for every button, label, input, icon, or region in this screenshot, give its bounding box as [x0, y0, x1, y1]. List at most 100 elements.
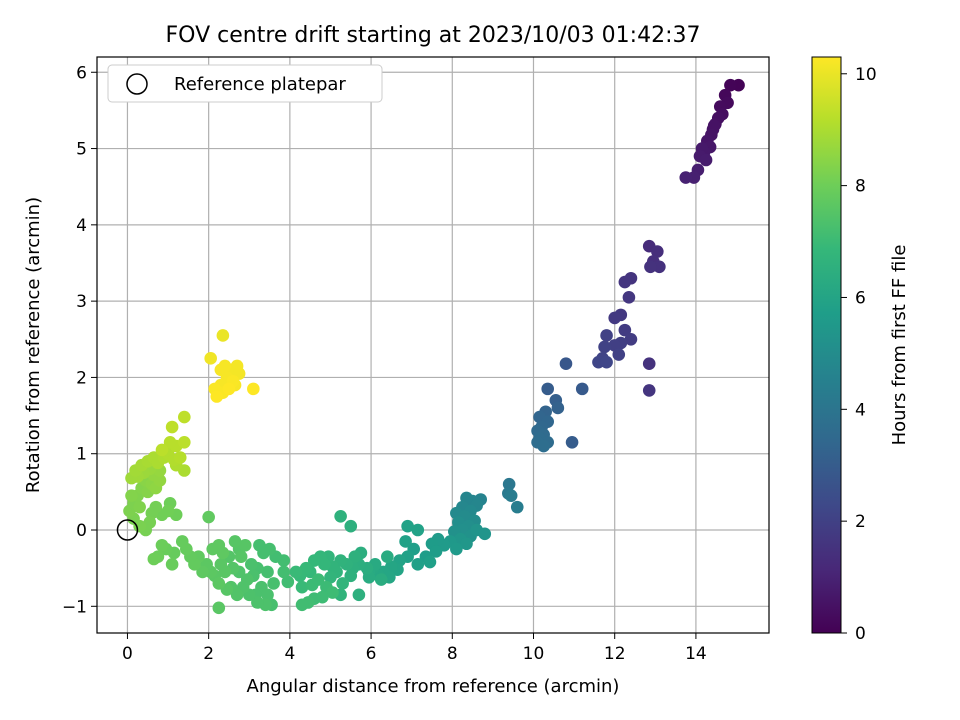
x-tick-label: 12	[604, 644, 626, 664]
colorbar-tick-label: 2	[855, 512, 866, 532]
data-point	[450, 542, 463, 556]
colorbar-tick-label: 10	[855, 65, 877, 85]
y-tick-label: 1	[76, 445, 87, 465]
data-point	[559, 357, 573, 370]
data-point	[177, 410, 191, 424]
data-point	[724, 78, 737, 92]
y-tick-label: 4	[76, 216, 87, 236]
x-tick-label: 8	[447, 644, 458, 664]
data-point	[261, 588, 274, 602]
data-point	[411, 523, 425, 537]
data-point	[598, 340, 611, 354]
data-point	[147, 552, 161, 566]
data-point	[618, 275, 632, 289]
y-tick-label: 0	[76, 521, 87, 541]
data-point	[247, 382, 260, 396]
data-point	[381, 550, 394, 564]
data-point	[173, 451, 187, 464]
y-tick-label: −1	[62, 597, 87, 617]
data-point	[261, 565, 274, 579]
data-point	[228, 535, 242, 548]
colorbar-tick-label: 8	[855, 177, 866, 197]
colorbar	[811, 56, 842, 634]
data-point	[216, 546, 230, 560]
data-point	[238, 538, 252, 552]
colorbar-tick-label: 4	[855, 400, 866, 420]
data-point	[153, 474, 167, 487]
data-point	[202, 510, 215, 524]
data-point	[575, 382, 589, 396]
data-point	[155, 443, 169, 457]
plot-frame	[96, 56, 770, 634]
data-point	[510, 500, 524, 514]
data-point	[204, 352, 217, 365]
data-point	[210, 390, 224, 403]
colorbar-label: Hours from first FF file	[889, 245, 910, 446]
data-point	[344, 519, 358, 533]
data-point	[504, 489, 518, 502]
data-point	[277, 565, 291, 579]
x-tick-label: 10	[523, 644, 545, 664]
data-point	[541, 382, 555, 396]
data-point	[218, 359, 232, 373]
data-point	[411, 558, 425, 571]
data-point	[699, 153, 713, 167]
y-tick-label: 6	[76, 63, 87, 83]
data-point	[624, 332, 638, 346]
x-axis-ticks: 0 2 4 6 8 10 12 14	[122, 633, 707, 664]
data-point	[155, 538, 169, 552]
data-point	[478, 527, 492, 541]
data-point	[551, 401, 565, 415]
data-point	[307, 554, 321, 567]
data-point	[642, 384, 656, 397]
x-tick-label: 6	[366, 644, 377, 664]
data-point	[600, 329, 613, 342]
data-point	[253, 538, 266, 552]
data-point	[311, 573, 325, 586]
colorbar-tick-label: 6	[855, 288, 866, 308]
data-point	[348, 550, 362, 564]
x-tick-label: 0	[122, 644, 133, 664]
data-point	[653, 260, 666, 274]
data-point	[295, 598, 309, 612]
x-tick-label: 2	[203, 644, 214, 664]
data-point	[324, 571, 337, 584]
data-point	[537, 439, 550, 453]
y-axis-label: Rotation from reference (arcmin)	[23, 197, 44, 493]
data-point	[289, 565, 303, 579]
data-point	[334, 509, 347, 523]
data-point	[163, 435, 177, 449]
x-axis-label: Angular distance from reference (arcmin)	[247, 676, 620, 697]
data-point	[622, 291, 636, 304]
data-point	[612, 348, 626, 361]
legend-box	[107, 64, 383, 103]
data-point	[251, 596, 264, 609]
data-point	[216, 329, 230, 342]
data-point	[565, 435, 579, 449]
data-point	[234, 550, 248, 564]
data-point	[429, 545, 443, 558]
data-point	[240, 573, 254, 586]
y-tick-label: 5	[76, 140, 87, 160]
data-point	[244, 558, 258, 571]
data-point	[326, 586, 339, 599]
data-point	[618, 323, 632, 337]
data-point	[399, 535, 412, 548]
data-point	[214, 558, 228, 571]
data-point	[212, 577, 226, 590]
data-point	[642, 357, 656, 370]
data-point	[165, 420, 179, 434]
data-point	[401, 519, 414, 533]
scatter-points	[123, 78, 745, 615]
data-point	[336, 577, 349, 590]
data-point	[125, 489, 138, 502]
data-point	[644, 260, 657, 274]
data-point	[177, 435, 191, 449]
legend-label: Reference platepar	[174, 74, 346, 95]
data-point	[295, 580, 309, 594]
data-point	[502, 477, 516, 491]
chart-title: FOV centre drift starting at 2023/10/03 …	[166, 23, 701, 48]
x-tick-label: 4	[284, 644, 295, 664]
data-point	[165, 558, 179, 571]
